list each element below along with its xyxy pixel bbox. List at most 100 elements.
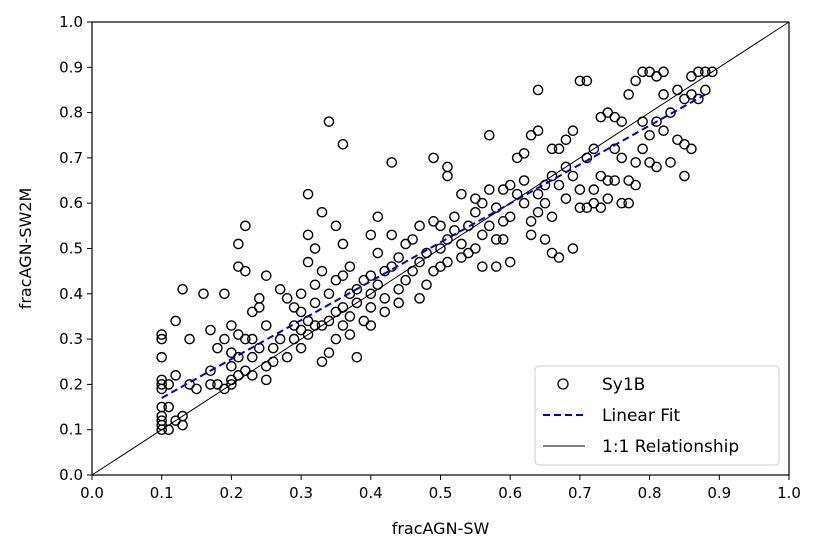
data-point <box>560 134 572 146</box>
data-point <box>490 261 502 272</box>
data-point <box>532 188 544 200</box>
data-point <box>247 370 258 381</box>
data-point <box>309 297 321 309</box>
data-point <box>553 143 565 155</box>
data-point <box>602 175 614 186</box>
scatter-points-layer <box>156 66 718 436</box>
data-point <box>379 293 391 304</box>
data-point <box>351 283 363 295</box>
data-point <box>456 238 467 250</box>
data-point <box>163 424 174 436</box>
data-point <box>400 274 411 286</box>
data-point <box>525 216 537 227</box>
x-tick-label: 0.6 <box>498 484 522 502</box>
data-point <box>560 193 572 204</box>
linear-fit-layer <box>161 93 706 399</box>
data-point <box>281 293 293 304</box>
data-point <box>574 75 586 87</box>
data-point <box>316 265 328 277</box>
data-point <box>414 220 425 232</box>
y-tick-label: 0.1 <box>59 421 83 439</box>
data-point <box>253 293 265 304</box>
data-point <box>177 283 188 295</box>
data-point <box>156 351 167 363</box>
data-point <box>212 342 223 354</box>
data-point <box>665 157 676 168</box>
data-point <box>177 419 188 431</box>
data-point <box>365 302 377 313</box>
data-point <box>532 84 544 96</box>
x-axis-label: fracAGN-SW <box>392 519 490 538</box>
data-point <box>679 170 690 182</box>
y-tick-label: 0.8 <box>59 104 83 122</box>
data-point <box>302 188 314 200</box>
data-point <box>651 161 662 173</box>
data-point <box>616 197 628 209</box>
data-point <box>267 356 279 368</box>
data-point <box>449 211 460 223</box>
y-axis-label: fracAGN-SW2M <box>16 188 35 310</box>
identity-line-layer <box>91 21 790 476</box>
plot-frame <box>91 21 790 476</box>
y-tick-label: 0.5 <box>59 240 83 258</box>
data-point <box>184 333 195 345</box>
data-point <box>630 75 641 87</box>
data-point <box>574 202 586 214</box>
data-point <box>553 252 565 263</box>
data-point <box>700 84 711 96</box>
data-point <box>518 175 530 186</box>
data-point <box>546 143 558 155</box>
data-point <box>546 211 558 223</box>
data-point <box>226 379 237 390</box>
data-point <box>463 220 474 232</box>
data-point <box>553 179 565 191</box>
data-point <box>442 256 453 268</box>
data-point <box>323 347 335 358</box>
data-point <box>288 333 300 345</box>
data-point <box>316 206 328 218</box>
data-point <box>707 66 718 78</box>
data-point <box>302 229 314 241</box>
data-point <box>386 229 398 241</box>
data-point <box>163 401 174 413</box>
data-point <box>539 234 551 245</box>
data-point <box>595 202 607 214</box>
data-point <box>351 351 363 363</box>
data-point <box>567 125 579 137</box>
data-point <box>330 220 342 232</box>
data-point <box>198 288 209 300</box>
data-point <box>693 93 704 105</box>
data-point <box>483 184 495 195</box>
data-point <box>309 320 321 331</box>
data-point <box>344 311 356 322</box>
data-point <box>337 302 349 313</box>
y-tick-label: 0.0 <box>59 466 83 484</box>
data-point <box>574 184 586 195</box>
x-tick-label: 0.0 <box>80 484 104 502</box>
data-point <box>504 256 516 268</box>
data-point <box>532 125 544 137</box>
data-point <box>442 170 453 182</box>
data-point <box>686 143 697 155</box>
data-point <box>672 84 683 96</box>
x-tick-label: 0.7 <box>568 484 592 502</box>
data-point <box>470 243 481 254</box>
data-point <box>693 66 704 78</box>
legend-box <box>534 365 780 466</box>
legend-label-identity: 1:1 Relationship <box>602 437 739 457</box>
data-point <box>260 320 272 331</box>
x-tick-label: 0.1 <box>150 484 174 502</box>
data-point <box>504 211 516 223</box>
legend-label-linear-fit: Linear Fit <box>602 406 681 426</box>
y-tick-label: 0.3 <box>59 330 83 348</box>
data-point <box>191 383 202 395</box>
data-point <box>609 175 621 186</box>
data-point <box>602 193 614 204</box>
data-point <box>372 279 384 291</box>
data-point <box>630 157 641 168</box>
data-point <box>302 256 314 268</box>
data-point <box>435 220 446 232</box>
x-tick-label: 1.0 <box>777 484 801 502</box>
data-point <box>247 333 258 345</box>
